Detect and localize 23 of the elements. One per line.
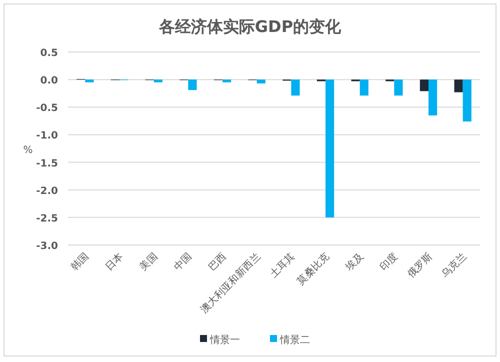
- x-tick-label: 中国: [172, 250, 194, 274]
- x-tick-label: 韩国: [68, 250, 92, 274]
- x-tick-label: 埃及: [342, 250, 366, 274]
- y-tick-label: -2.0: [36, 186, 58, 197]
- legend-label: 情景一: [209, 334, 240, 346]
- y-tick-label: -2.5: [36, 213, 58, 224]
- y-tick-label: -1.0: [36, 130, 58, 142]
- legend-label: 情景二: [279, 334, 310, 346]
- y-tick-label: -0.5: [36, 103, 58, 114]
- x-tick-label: 日本: [102, 250, 126, 274]
- chart-title: 各经济体实际GDP的变化: [158, 17, 342, 36]
- x-tick-label: 乌克兰: [439, 250, 469, 280]
- y-axis-title: %: [23, 145, 33, 156]
- x-tick-label: 印度: [378, 250, 400, 274]
- x-tick-label: 土耳其: [268, 250, 298, 280]
- x-tick-label: 俄罗斯: [404, 250, 435, 280]
- y-tick-label: 0.5: [40, 48, 58, 59]
- y-tick-label: 0.0: [40, 76, 58, 87]
- x-tick-label: 莫桑比克: [294, 250, 332, 288]
- y-tick-label: -1.5: [36, 158, 58, 170]
- x-tick-label: 巴西: [206, 251, 229, 274]
- x-tick-label: 美国: [137, 250, 160, 274]
- y-tick-label: -3.0: [36, 241, 58, 252]
